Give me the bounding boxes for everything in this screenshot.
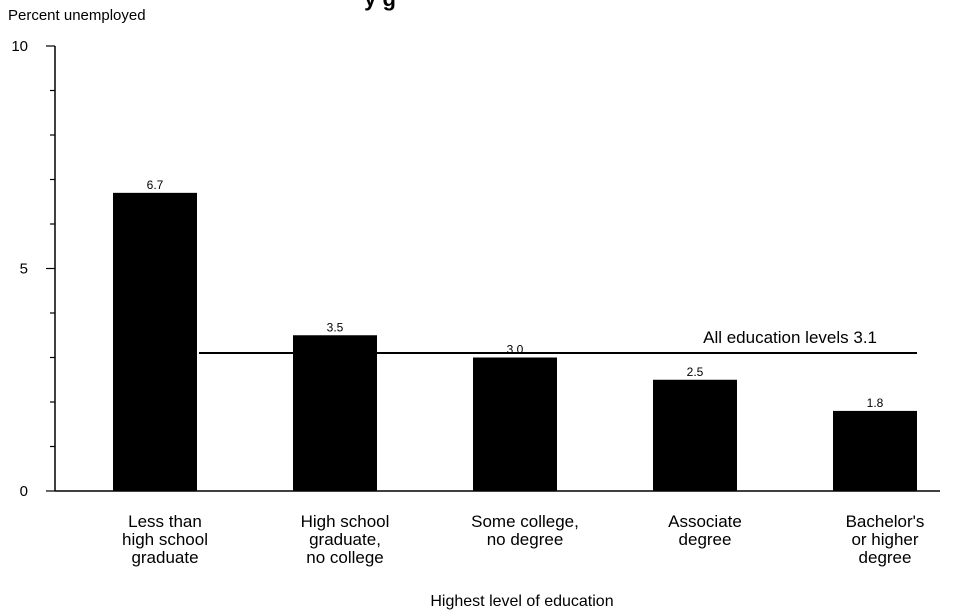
x-tick-label: Some college, no degree [471, 512, 579, 549]
bar-value-label: 1.8 [867, 396, 884, 410]
x-tick-label: Less than high school graduate [122, 512, 208, 567]
y-tick-label: 10 [11, 38, 28, 55]
x-tick-label-line: High school [301, 512, 390, 531]
bar [653, 379, 737, 491]
y-tick-label: 5 [20, 261, 28, 278]
value-labels: 6.7 3.5 3.0 2.5 1.8 [147, 178, 884, 410]
bars [113, 192, 917, 491]
bar-value-label: 6.7 [147, 178, 164, 192]
y-tick-label: 0 [20, 483, 28, 500]
y-axis-label: Percent unemployed [8, 7, 146, 24]
x-tick-label-line: or higher [851, 530, 918, 549]
x-tick-label-line: Some college, [471, 512, 579, 531]
x-tick-label-line: graduate, [309, 530, 381, 549]
bar [473, 357, 557, 491]
x-tick-label-line: no degree [487, 530, 564, 549]
x-tick-label: Associate degree [668, 512, 742, 549]
bar [833, 410, 917, 491]
reference-line-group: All education levels 3.1 [199, 328, 917, 355]
x-tick-label-line: Less than [128, 512, 202, 531]
x-tick-label-line: no college [306, 548, 384, 567]
chart-title: y g [364, 0, 396, 11]
bar-value-label: 3.5 [327, 320, 344, 334]
x-tick-label-line: Bachelor's [846, 512, 925, 531]
reference-line-label: All education levels 3.1 [703, 328, 877, 347]
bar [113, 192, 197, 491]
x-tick-label-line: degree [679, 530, 732, 549]
x-tick-label: Bachelor's or higher degree [846, 512, 925, 567]
bar-value-label: 2.5 [687, 365, 704, 379]
x-tick-label-line: high school [122, 530, 208, 549]
x-tick-label-line: Associate [668, 512, 742, 531]
x-tick-label-line: degree [859, 548, 912, 567]
x-tick-label-line: graduate [131, 548, 198, 567]
bar [293, 335, 377, 491]
y-axis: 0 5 10 [11, 38, 56, 500]
x-axis-label: Highest level of education [430, 593, 613, 610]
bar-value-label: 3.0 [507, 343, 524, 357]
x-tick-label: High school graduate, no college [301, 512, 390, 567]
